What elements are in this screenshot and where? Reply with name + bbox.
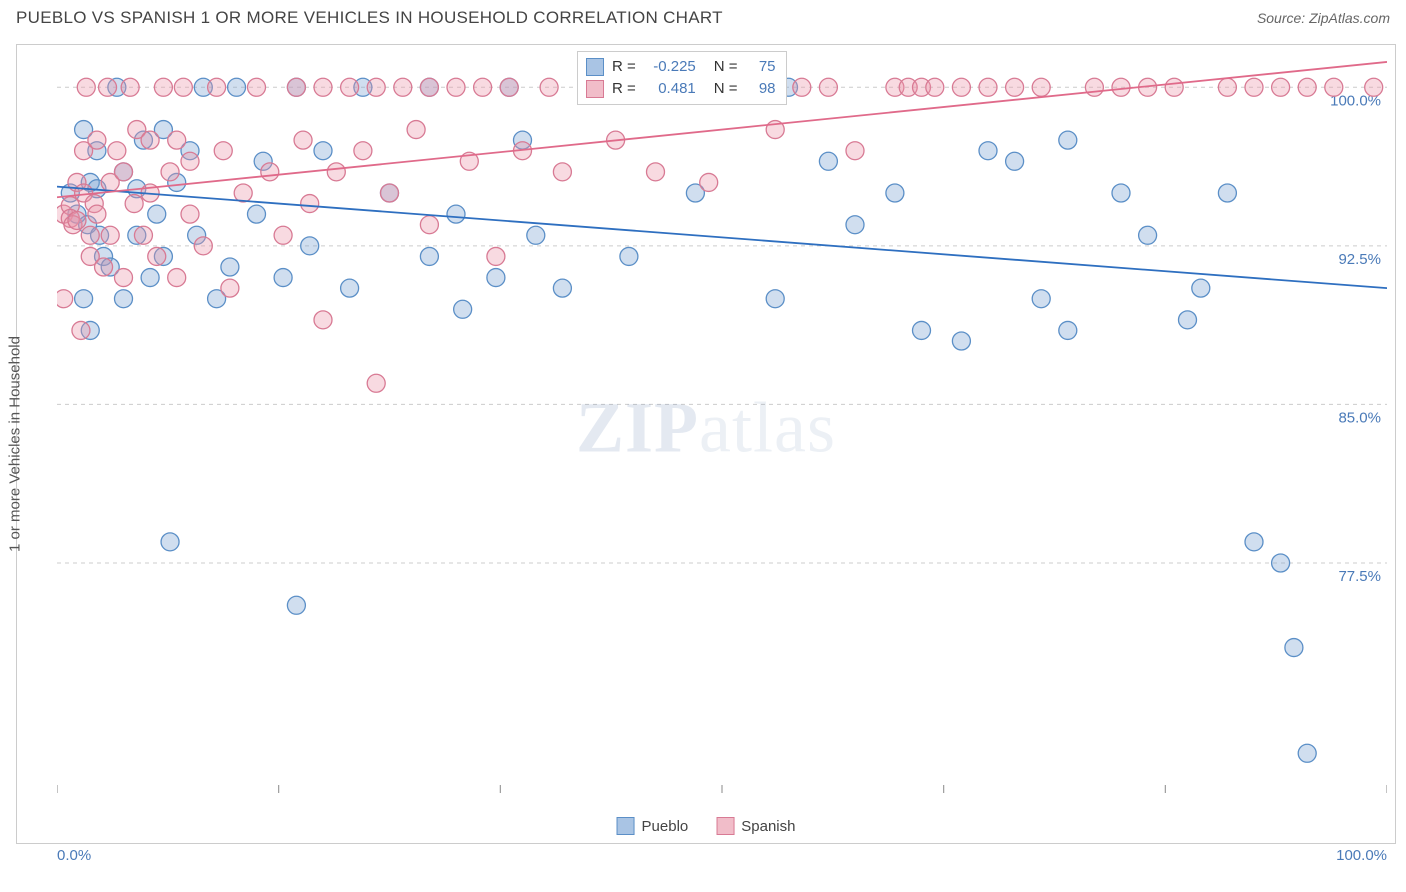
series-swatch-spanish xyxy=(716,817,734,835)
svg-text:77.5%: 77.5% xyxy=(1338,568,1381,585)
x-axis-labels: 0.0% 100.0% xyxy=(57,847,1387,867)
chart-title: PUEBLO VS SPANISH 1 OR MORE VEHICLES IN … xyxy=(16,8,723,28)
legend-r-label: R = xyxy=(612,78,636,100)
x-tick-100: 100.0% xyxy=(1336,847,1387,864)
source-attribution: Source: ZipAtlas.com xyxy=(1257,10,1390,26)
series-legend: Pueblo Spanish xyxy=(617,817,796,835)
legend-n-value-pueblo: 75 xyxy=(748,56,776,78)
series-label-spanish: Spanish xyxy=(741,818,795,835)
legend-n-label: N = xyxy=(714,78,738,100)
legend-row-spanish: R = 0.481 N = 98 xyxy=(586,78,776,100)
scatter-plot: 77.5%85.0%92.5%100.0% xyxy=(57,45,1387,825)
svg-text:85.0%: 85.0% xyxy=(1338,409,1381,426)
legend-r-value-pueblo: -0.225 xyxy=(646,56,696,78)
series-swatch-pueblo xyxy=(617,817,635,835)
series-label-pueblo: Pueblo xyxy=(642,818,689,835)
legend-n-label: N = xyxy=(714,56,738,78)
svg-text:92.5%: 92.5% xyxy=(1338,251,1381,268)
source-link[interactable]: ZipAtlas.com xyxy=(1309,10,1390,26)
legend-r-label: R = xyxy=(612,56,636,78)
series-legend-pueblo: Pueblo xyxy=(617,817,689,835)
source-label: Source: xyxy=(1257,10,1305,26)
legend-n-value-spanish: 98 xyxy=(748,78,776,100)
legend-swatch-spanish xyxy=(586,80,604,98)
legend-r-value-spanish: 0.481 xyxy=(646,78,696,100)
legend-swatch-pueblo xyxy=(586,58,604,76)
y-axis-label: 1 or more Vehicles in Household xyxy=(7,336,24,552)
series-legend-spanish: Spanish xyxy=(716,817,795,835)
correlation-legend: R = -0.225 N = 75 R = 0.481 N = 98 xyxy=(577,51,787,105)
chart-container: 1 or more Vehicles in Household 77.5%85.… xyxy=(16,44,1396,844)
x-tick-0: 0.0% xyxy=(57,847,91,864)
legend-row-pueblo: R = -0.225 N = 75 xyxy=(586,56,776,78)
